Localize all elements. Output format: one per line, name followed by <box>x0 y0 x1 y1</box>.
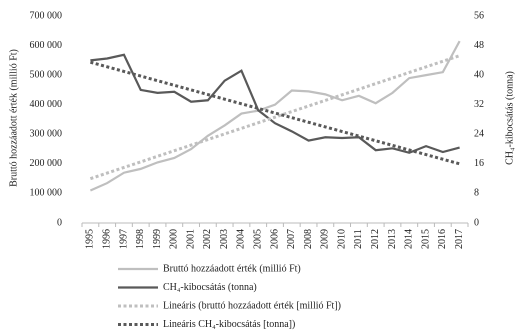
x-tick-label: 2009 <box>320 229 331 249</box>
y-tick-label: 600 000 <box>30 40 63 51</box>
x-tick-label: 2008 <box>303 229 314 249</box>
y-tick-label: 0 <box>57 217 62 228</box>
x-tick-label: 1996 <box>101 229 112 249</box>
x-tick-label: 2017 <box>454 229 465 249</box>
x-tick-label: 2005 <box>253 229 264 249</box>
series-line <box>90 53 460 154</box>
x-tick-label: 2013 <box>387 229 398 249</box>
x-tick-label: 2000 <box>169 229 180 249</box>
x-tick-label: 2010 <box>336 229 347 249</box>
x-tick-label: 2006 <box>269 229 280 249</box>
y-tick-label: 300 000 <box>30 129 63 140</box>
legend-label: CH₄-kibocsátás (tonna) <box>163 282 257 293</box>
x-tick-label: 2014 <box>404 229 415 249</box>
y2-tick-label: 48 <box>474 40 484 51</box>
legend-label: Bruttó hozzáadott érték (millió Ft) <box>163 263 301 274</box>
y2-tick-label: 8 <box>474 188 479 199</box>
y-tick-label: 400 000 <box>30 99 63 110</box>
y2-tick-label: 32 <box>474 99 484 110</box>
series-line <box>89 54 461 181</box>
series-line <box>89 60 461 166</box>
y2-tick-label: 0 <box>474 217 479 228</box>
y-tick-label: 700 000 <box>30 10 63 21</box>
x-tick-label: 2002 <box>202 229 213 249</box>
x-tick-label: 2011 <box>353 229 364 249</box>
x-tick-label: 2001 <box>185 229 196 249</box>
y-tick-label: 100 000 <box>30 188 63 199</box>
series-line <box>89 40 461 192</box>
y-axis-title: Bruttó hozzáadott érték (millió Ft) <box>8 49 19 187</box>
y2-tick-label: 56 <box>474 10 484 21</box>
legend-label: Lineáris CH₄-kibocsátás [tonna]) <box>163 319 295 330</box>
x-tick-label: 1999 <box>152 229 163 249</box>
y-tick-label: 200 000 <box>30 158 63 169</box>
x-tick-label: 2007 <box>286 229 297 249</box>
legend-label: Lineáris (bruttó hozzáadott érték [milli… <box>163 300 341 311</box>
x-tick-label: 1995 <box>85 229 96 249</box>
y2-tick-label: 24 <box>474 129 484 140</box>
y-tick-label: 500 000 <box>30 69 63 80</box>
y2-tick-label: 40 <box>474 69 484 80</box>
y2-axis-title: CH₄-kibocsátás (tonna) <box>504 71 515 165</box>
x-tick-label: 1997 <box>118 229 129 249</box>
x-tick-label: 2004 <box>236 229 247 249</box>
y2-tick-label: 16 <box>474 158 484 169</box>
x-tick-label: 2016 <box>437 229 448 249</box>
x-tick-label: 1998 <box>135 229 146 249</box>
x-tick-label: 2012 <box>370 229 381 249</box>
x-tick-label: 2003 <box>219 229 230 249</box>
x-tick-label: 2015 <box>420 229 431 249</box>
